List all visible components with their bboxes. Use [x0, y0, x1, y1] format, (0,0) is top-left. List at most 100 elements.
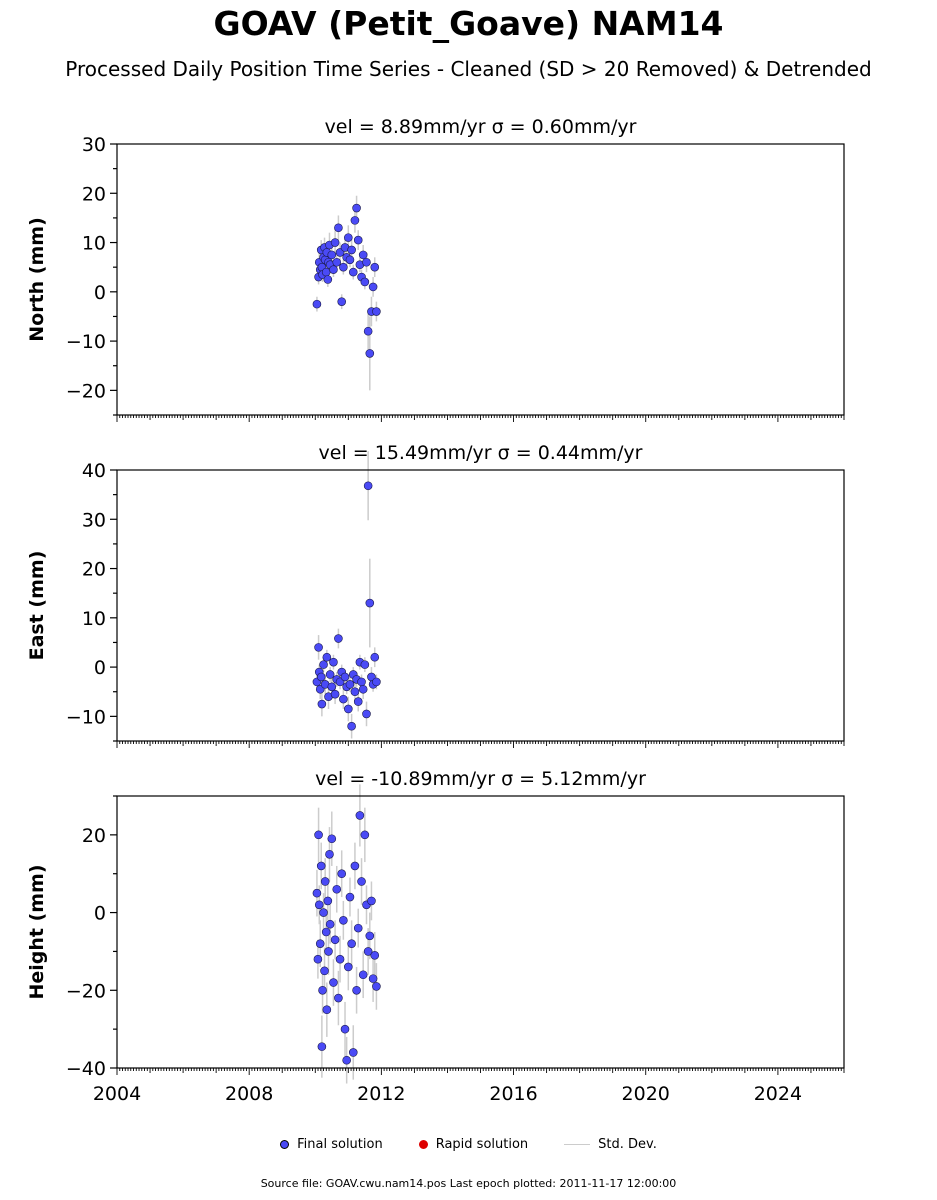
data-point	[312, 888, 322, 898]
data-point	[370, 652, 380, 662]
data-point	[327, 250, 337, 260]
data-point	[314, 900, 324, 910]
page-subtitle: Processed Daily Position Time Series - C…	[65, 57, 872, 81]
data-point	[316, 861, 326, 871]
data-point	[335, 954, 345, 964]
data-point	[360, 660, 370, 669]
data-point	[317, 1042, 327, 1051]
data-point	[355, 811, 365, 820]
data-point	[372, 307, 381, 316]
data-point	[334, 993, 343, 1003]
data-point	[352, 985, 361, 995]
y-tick-label: −10	[66, 331, 106, 353]
legend-stddev-marker	[564, 1144, 591, 1145]
axes-frame	[116, 469, 845, 742]
legend-item-rapid: Rapid solution	[418, 1137, 529, 1152]
data-point	[353, 697, 363, 706]
data-point	[320, 877, 330, 886]
panel-title: vel = 15.49mm/yr σ = 0.44mm/yr	[319, 442, 643, 464]
data-point	[319, 908, 328, 917]
y-tick-label: −20	[66, 380, 106, 402]
data-point	[317, 699, 327, 709]
legend-rapid-marker	[418, 1140, 428, 1149]
data-point	[325, 849, 334, 859]
legend: Final solution Rapid solution Std. Dev.	[0, 1137, 937, 1152]
panel-title: vel = -10.89mm/yr σ = 5.12mm/yr	[315, 768, 646, 790]
data-point	[363, 481, 373, 491]
data-point	[345, 255, 355, 265]
data-point	[318, 985, 327, 995]
legend-rapid-label: Rapid solution	[435, 1137, 529, 1152]
data-point	[348, 267, 358, 277]
x-tick-label: 2016	[489, 1083, 537, 1105]
data-point	[327, 834, 337, 844]
data-point	[329, 978, 338, 987]
data-point	[330, 689, 340, 699]
y-tick-label: 30	[82, 134, 106, 156]
data-point	[344, 962, 353, 972]
data-point	[360, 830, 370, 840]
data-point	[358, 250, 368, 260]
data-point	[323, 896, 333, 906]
y-axis-label: East (mm)	[26, 551, 48, 661]
x-tick-label: 2012	[357, 1083, 405, 1105]
data-point	[339, 694, 348, 704]
panel-3: vel = -10.89mm/yr σ = 5.12mm/yr Height (m…	[26, 768, 845, 1105]
data-point	[342, 1055, 351, 1065]
legend-final-label: Final solution	[297, 1137, 383, 1152]
y-tick-label: 40	[82, 460, 106, 482]
data-point	[322, 1005, 332, 1015]
data-point	[321, 927, 331, 937]
data-point	[360, 277, 370, 287]
data-point	[324, 947, 333, 956]
data-point	[330, 238, 340, 247]
data-point	[332, 257, 342, 267]
y-tick-label: −20	[66, 980, 106, 1002]
data-point	[319, 660, 328, 669]
data-point	[323, 275, 333, 284]
data-point	[337, 869, 347, 879]
y-tick-label: 0	[94, 657, 106, 679]
data-point	[339, 916, 348, 925]
data-point	[353, 923, 363, 933]
y-tick-label: 0	[94, 903, 106, 925]
data-point	[365, 931, 375, 941]
data-point	[363, 326, 373, 336]
y-tick-label: 20	[82, 183, 106, 205]
y-axis-label: Height (mm)	[26, 864, 48, 999]
data-point	[314, 643, 323, 652]
y-tick-label: −10	[66, 706, 106, 728]
data-point	[357, 877, 366, 886]
data-point	[345, 892, 355, 902]
data-point	[362, 257, 371, 267]
data-point	[330, 935, 340, 945]
data-point	[347, 939, 356, 948]
data-point	[322, 652, 332, 662]
data-point	[370, 262, 380, 272]
y-axis-label: North (mm)	[26, 217, 48, 342]
y-tick-label: 20	[82, 825, 106, 847]
data-point	[312, 299, 322, 309]
legend-item-final: Final solution	[280, 1137, 383, 1152]
axes-frame	[116, 143, 845, 416]
data-point	[345, 680, 355, 689]
data-point	[315, 939, 325, 948]
data-point	[350, 216, 360, 225]
y-tick-label: −40	[66, 1058, 106, 1080]
data-point	[334, 634, 343, 643]
source-footer: Source file: GOAV.cwu.nam14.pos Last epo…	[260, 1177, 677, 1190]
data-point	[325, 670, 335, 679]
panel-2: vel = 15.49mm/yr σ = 0.44mm/yr East (mm) −…	[26, 442, 845, 748]
data-point	[325, 919, 335, 929]
data-point	[337, 297, 347, 306]
data-point	[340, 672, 350, 682]
y-tick-label: 10	[82, 608, 106, 630]
data-point	[329, 265, 338, 274]
data-point	[334, 223, 343, 233]
data-point	[363, 947, 373, 956]
data-point	[314, 830, 323, 840]
data-point	[347, 245, 356, 255]
data-point	[368, 974, 378, 983]
data-point	[358, 684, 368, 694]
